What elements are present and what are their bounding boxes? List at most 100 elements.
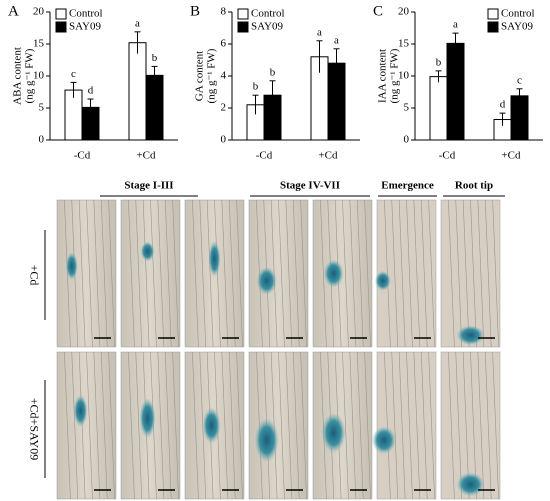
y-axis-label: (ng g⁻¹ FW) — [24, 48, 36, 103]
cell-wall — [398, 199, 406, 348]
column-header: Stage IV-VII — [280, 180, 340, 192]
cell-wall — [192, 351, 199, 500]
cell-wall — [413, 351, 421, 500]
column-header: Emergence — [381, 180, 434, 192]
significance-letter: a — [334, 34, 339, 46]
gus-stain — [202, 407, 221, 444]
cell-wall — [492, 351, 499, 500]
micrograph — [440, 351, 501, 500]
gus-stain — [323, 259, 344, 288]
significance-letter: d — [500, 99, 506, 111]
x-tick-label: -Cd — [74, 150, 91, 162]
micrograph — [372, 351, 437, 500]
cell-wall — [448, 199, 455, 348]
panel-label: A — [8, 3, 19, 19]
y-axis-label: GA content — [194, 51, 206, 101]
significance-letter: c — [517, 74, 522, 86]
cell-wall — [93, 199, 101, 348]
bar — [145, 74, 164, 141]
gus-stain — [208, 240, 221, 277]
y-tick-label: 20 — [398, 6, 410, 18]
cell-wall — [150, 199, 157, 348]
cell-wall — [157, 199, 165, 348]
y-tick-label: 5 — [404, 102, 410, 114]
legend-label: SAY09 — [501, 21, 533, 33]
significance-letter: b — [253, 81, 259, 93]
column-header: Root tip — [455, 180, 493, 192]
significance-letter: a — [453, 19, 458, 31]
cell-wall — [278, 199, 285, 348]
cell-wall — [86, 199, 93, 348]
cell-wall — [164, 351, 172, 500]
cell-wall — [300, 351, 307, 500]
cell-wall — [164, 199, 172, 348]
significance-letter: a — [317, 26, 322, 38]
significance-letter: b — [270, 66, 276, 78]
cell-wall — [356, 351, 364, 500]
y-tick-label: 10 — [398, 70, 410, 82]
y-axis-label: IAA content — [377, 49, 389, 103]
y-axis-label: (ng g⁻¹ FW) — [206, 48, 218, 103]
y-tick-label: 20 — [33, 6, 45, 18]
cell-wall — [285, 199, 293, 348]
y-tick-label: 5 — [39, 102, 45, 114]
y-tick-label: 0 — [404, 134, 410, 146]
cell-wall — [413, 199, 421, 348]
legend-swatch — [237, 21, 249, 33]
micrograph-background — [440, 199, 501, 348]
y-axis-label: (ng g⁻¹ FW) — [389, 48, 401, 103]
micrograph — [184, 199, 245, 348]
micrograph — [184, 351, 245, 500]
y-tick-label: 6 — [221, 38, 227, 50]
cell-wall — [477, 199, 485, 348]
micrograph-background — [56, 351, 117, 500]
cell-wall — [172, 199, 179, 348]
cell-wall — [342, 199, 349, 348]
panel-label: B — [190, 3, 200, 19]
cell-wall — [236, 199, 243, 348]
gus-stain — [139, 398, 156, 439]
x-tick-label: -Cd — [256, 150, 273, 162]
cell-wall — [492, 199, 499, 348]
cell-wall — [477, 351, 485, 500]
cell-wall — [384, 351, 391, 500]
cell-wall — [78, 199, 86, 348]
gus-stain — [73, 394, 88, 427]
cell-wall — [484, 199, 492, 348]
legend-swatch — [487, 21, 499, 33]
x-tick-label: +Cd — [318, 150, 338, 162]
cell-wall — [100, 351, 108, 500]
cell-wall — [320, 199, 327, 348]
cell-wall — [448, 351, 455, 500]
y-tick-label: 15 — [33, 38, 45, 50]
cell-wall — [71, 351, 79, 500]
gus-stain — [321, 412, 346, 453]
micrograph — [56, 199, 117, 348]
cell-wall — [86, 351, 93, 500]
micrograph — [248, 351, 309, 500]
gus-stain — [254, 418, 279, 463]
y-tick-label: 8 — [221, 6, 227, 18]
x-tick-label: +Cd — [501, 150, 521, 162]
cell-wall — [462, 199, 470, 348]
micrograph-background — [376, 351, 437, 500]
significance-letter: b — [152, 52, 158, 64]
row-label: +Cd — [27, 265, 41, 286]
cell-wall — [199, 199, 207, 348]
micrograph — [312, 199, 373, 348]
cell-wall — [300, 199, 307, 348]
gus-stain — [374, 270, 391, 291]
significance-letter: c — [71, 68, 76, 80]
x-tick-label: -Cd — [439, 150, 456, 162]
legend-label: Control — [69, 8, 103, 20]
cell-wall — [135, 351, 143, 500]
significance-letter: d — [88, 85, 94, 97]
cell-wall — [364, 199, 371, 348]
cell-wall — [398, 351, 406, 500]
gus-stain — [256, 266, 277, 295]
micrograph — [312, 351, 373, 500]
cell-wall — [484, 351, 492, 500]
micrograph-background — [120, 199, 181, 348]
cell-wall — [391, 199, 399, 348]
